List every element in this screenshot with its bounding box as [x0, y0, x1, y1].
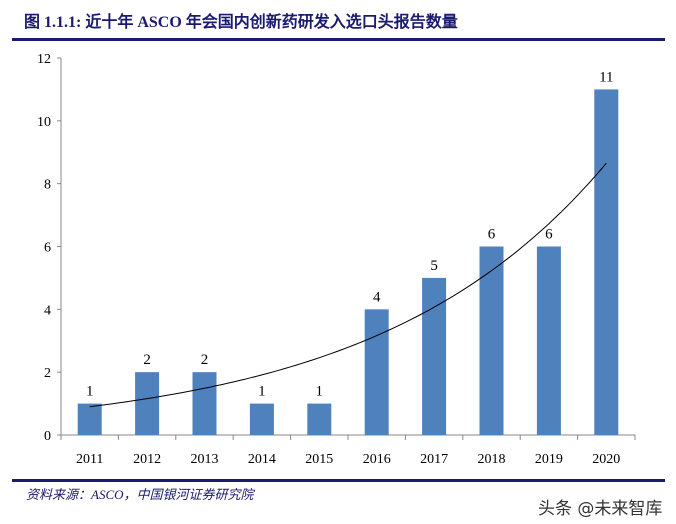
data-label: 6 — [488, 227, 496, 243]
data-label: 1 — [86, 384, 94, 400]
x-tick-label: 2019 — [535, 452, 563, 467]
bar-2018 — [479, 246, 504, 435]
bar-2020 — [594, 89, 619, 436]
bar-2014 — [249, 403, 274, 435]
data-label: 2 — [201, 352, 209, 368]
x-tick-label: 2015 — [305, 452, 333, 467]
y-tick-label: 6 — [44, 241, 51, 256]
source-divider — [12, 479, 665, 482]
data-label: 5 — [430, 258, 438, 274]
bar-2012 — [135, 372, 160, 435]
y-tick-label: 0 — [44, 429, 51, 444]
data-label: 1 — [258, 384, 266, 400]
x-tick-label: 2017 — [420, 452, 448, 467]
watermark: 头条 @未来智库 — [538, 499, 663, 519]
y-tick-label: 8 — [44, 178, 51, 193]
y-tick-label: 12 — [37, 52, 51, 67]
x-tick-label: 2012 — [133, 452, 161, 467]
x-tick-label: 2013 — [191, 452, 219, 467]
x-tick-label: 2011 — [76, 452, 103, 467]
source-note: 资料来源：ASCO，中国银河证券研究院 — [26, 487, 254, 502]
data-label: 4 — [373, 289, 381, 305]
bar-2016 — [364, 309, 389, 435]
bar-2013 — [192, 372, 217, 435]
x-tick-label: 2020 — [592, 452, 620, 467]
x-tick-label: 2016 — [363, 452, 391, 467]
data-label: 6 — [545, 227, 553, 243]
title-divider — [12, 38, 665, 41]
exponential-trendline — [89, 162, 607, 408]
x-tick-label: 2014 — [248, 452, 276, 467]
data-label: 2 — [143, 352, 151, 368]
y-tick-label: 2 — [44, 366, 51, 381]
bar-2015 — [307, 403, 332, 435]
y-tick-label: 10 — [37, 115, 51, 130]
bar-2019 — [536, 246, 561, 435]
bar-2017 — [422, 277, 447, 435]
bar-2011 — [77, 403, 102, 435]
x-tick-label: 2018 — [478, 452, 506, 467]
figure-title: 图 1.1.1: 近十年 ASCO 年会国内创新药研发入选口头报告数量 — [24, 14, 458, 31]
data-label: 1 — [316, 384, 324, 400]
y-tick-label: 4 — [44, 303, 51, 318]
data-label: 11 — [599, 69, 613, 85]
